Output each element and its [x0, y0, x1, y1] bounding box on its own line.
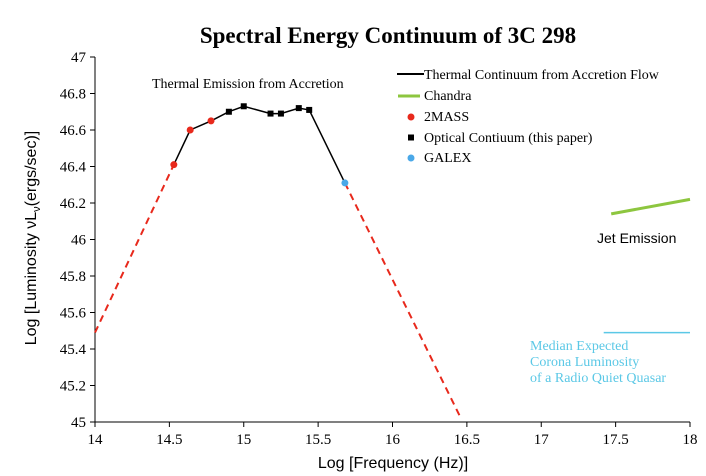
- twomass-point: [207, 117, 215, 125]
- marker-layer: [170, 103, 349, 187]
- corona-annotation-line-2: Corona Luminosity: [530, 355, 639, 370]
- y-tick-label: 45.8: [60, 269, 86, 285]
- optical-point: [267, 110, 274, 117]
- plot-area: 45 45.2 45.4 45.6 45.8 46 46.2 46.4 46.6 46.8 47 14…: [60, 50, 698, 448]
- series-chandra: [610, 197, 691, 216]
- legend-label-galex: GALEX: [424, 151, 471, 166]
- y-tick-label: 46.8: [60, 87, 86, 103]
- corona-annotation-line-1: Median Expected: [530, 339, 628, 354]
- y-tick-label: 46.4: [60, 160, 87, 176]
- x-tick-label: 18: [683, 432, 698, 448]
- series-layer: [94, 105, 691, 419]
- optical-point: [295, 105, 302, 112]
- y-tick-label: 47: [71, 50, 87, 66]
- legend-label-thermal-continuum: Thermal Continuum from Accretion Flow: [424, 68, 660, 83]
- y-axis-label-prefix: Log [Luminosity νL: [23, 212, 40, 346]
- legend-label-2mass: 2MASS: [424, 110, 469, 125]
- thermal-annotation: Thermal Emission from Accretion: [152, 77, 344, 92]
- legend-marker-galex: [407, 154, 415, 162]
- jet-annotation: Jet Emission: [597, 230, 676, 246]
- y-axis-label: Log [Luminosity νLν(ergs/sec)]: [23, 131, 43, 345]
- legend: Thermal Continuum from Accretion Flow Ch…: [397, 68, 660, 166]
- x-tick-label: 14: [88, 432, 104, 448]
- y-tick-label: 45.6: [60, 306, 87, 322]
- legend-marker-2mass: [407, 113, 415, 121]
- twomass-point: [170, 161, 178, 169]
- y-axis-label-sub: ν: [31, 206, 43, 212]
- y-tick-label: 45.2: [60, 379, 86, 395]
- y-tick-label: 45: [71, 415, 86, 431]
- x-tick-label: 16: [385, 432, 401, 448]
- corona-annotation-line-3: of a Radio Quiet Quasar: [530, 371, 666, 386]
- x-axis-label: Log [Frequency (Hz)]: [318, 455, 468, 472]
- legend-marker-optical: [408, 134, 414, 141]
- x-tick-label: 17.5: [603, 432, 629, 448]
- legend-label-chandra: Chandra: [424, 89, 472, 104]
- x-tick-label: 16.5: [454, 432, 480, 448]
- x-tick-label: 15.5: [305, 432, 331, 448]
- y-tick-label: 46: [71, 233, 87, 249]
- optical-point: [225, 108, 232, 115]
- series-extrapolation-high-frequency: [344, 182, 462, 419]
- x-tick-label: 15: [236, 432, 251, 448]
- x-tick-label: 14.5: [156, 432, 182, 448]
- optical-point: [240, 103, 247, 110]
- x-tick-label: 17: [534, 432, 550, 448]
- y-tick-label: 46.2: [60, 196, 86, 212]
- optical-point: [277, 110, 284, 117]
- y-tick-label: 46.6: [60, 123, 87, 139]
- optical-point: [306, 106, 313, 113]
- chart-title: Spectral Energy Continuum of 3C 298: [200, 23, 576, 48]
- y-tick-label: 45.4: [60, 342, 87, 358]
- galex-point: [341, 179, 349, 187]
- corona-annotation: Median Expected Corona Luminosity of a R…: [530, 339, 666, 386]
- twomass-point: [186, 126, 194, 134]
- series-extrapolation-low-frequency: [94, 164, 175, 334]
- series-thermal-continuum-from-accretion-flow: [173, 105, 346, 184]
- axes: 45 45.2 45.4 45.6 45.8 46 46.2 46.4 46.6 46.8 47 14…: [60, 50, 698, 448]
- y-axis-label-suffix: (ergs/sec)]: [23, 131, 40, 207]
- legend-label-optical: Optical Contiuum (this paper): [424, 131, 593, 146]
